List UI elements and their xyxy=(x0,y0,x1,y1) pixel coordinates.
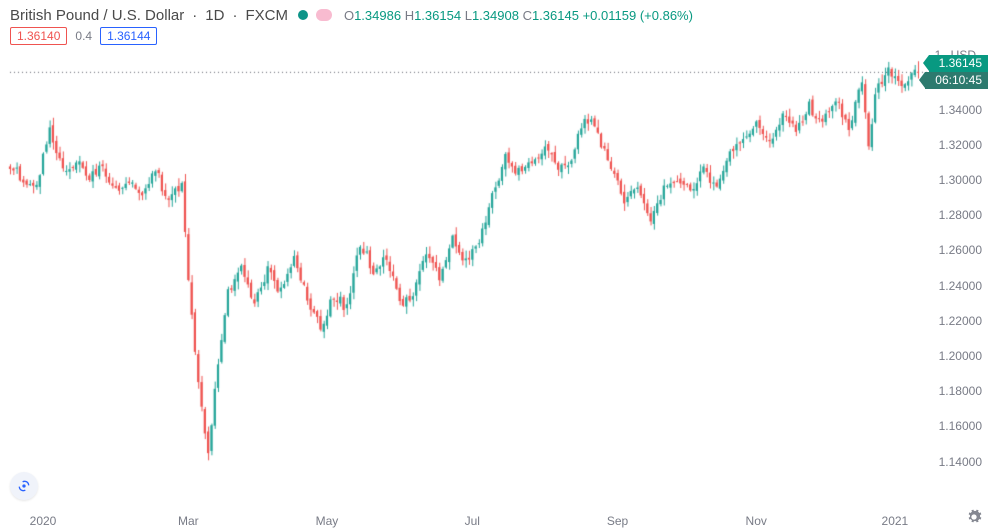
xaxis-tick: Nov xyxy=(746,514,767,528)
yaxis-tick: 1.34000 xyxy=(937,103,982,117)
xaxis-tick: Mar xyxy=(178,514,199,528)
timeframe[interactable]: 1D xyxy=(205,7,224,24)
candlestick-canvas[interactable] xyxy=(0,48,988,508)
yaxis-tick: 1.30000 xyxy=(937,173,982,187)
yaxis-tick: 1.20000 xyxy=(937,349,982,363)
yaxis-tick: 1.32000 xyxy=(937,138,982,152)
change-value: +0.01159 xyxy=(583,8,637,23)
high-value: 1.36154 xyxy=(414,8,461,23)
spread-value: 0.4 xyxy=(75,29,92,43)
dot-sep: · xyxy=(192,7,197,24)
yaxis-tick: 1.18000 xyxy=(937,384,982,398)
high-label: H xyxy=(405,8,414,23)
yaxis-tick: 1.22000 xyxy=(937,314,982,328)
xaxis-tick: May xyxy=(316,514,339,528)
chart-header: British Pound / U.S. Dollar · 1D · FXCM … xyxy=(0,0,988,26)
yaxis-tick: 1.14000 xyxy=(937,455,982,469)
yaxis-tick: 1.16000 xyxy=(937,419,982,433)
gear-icon xyxy=(966,509,982,525)
ohlc-readout: O1.34986 H1.36154 L1.34908 C1.36145 +0.0… xyxy=(344,8,693,23)
bid-ask-row: 1.36140 0.4 1.36144 xyxy=(0,26,988,48)
symbol-title[interactable]: British Pound / U.S. Dollar xyxy=(10,7,184,24)
low-label: L xyxy=(465,8,472,23)
last-price-flag: 1.36145 xyxy=(929,55,988,72)
open-label: O xyxy=(344,8,354,23)
chart-area[interactable]: 1 USD 1.360001.340001.320001.300001.2800… xyxy=(0,48,988,532)
change-pct: (+0.86%) xyxy=(640,8,693,23)
dot-sep: · xyxy=(232,7,237,24)
bid-badge[interactable]: 1.36140 xyxy=(10,27,67,45)
xaxis-tick: 2020 xyxy=(30,514,57,528)
yaxis-tick: 1.28000 xyxy=(937,208,982,222)
xaxis-tick: Sep xyxy=(607,514,628,528)
ask-badge[interactable]: 1.36144 xyxy=(100,27,157,45)
chart-settings-button[interactable] xyxy=(966,509,982,528)
open-value: 1.34986 xyxy=(354,8,401,23)
data-source[interactable]: FXCM xyxy=(245,7,288,24)
snapshot-button[interactable] xyxy=(10,472,38,500)
xaxis-tick: 2021 xyxy=(882,514,909,528)
countdown-flag: 06:10:45 xyxy=(925,72,988,89)
session-pill-icon xyxy=(316,9,332,21)
yaxis-tick: 1.26000 xyxy=(937,243,982,257)
xaxis-tick: Jul xyxy=(465,514,480,528)
yaxis-tick: 1.24000 xyxy=(937,279,982,293)
camera-icon xyxy=(16,478,32,494)
close-label: C xyxy=(523,8,532,23)
low-value: 1.34908 xyxy=(472,8,519,23)
close-value: 1.36145 xyxy=(532,8,579,23)
market-open-dot-icon xyxy=(298,10,308,20)
